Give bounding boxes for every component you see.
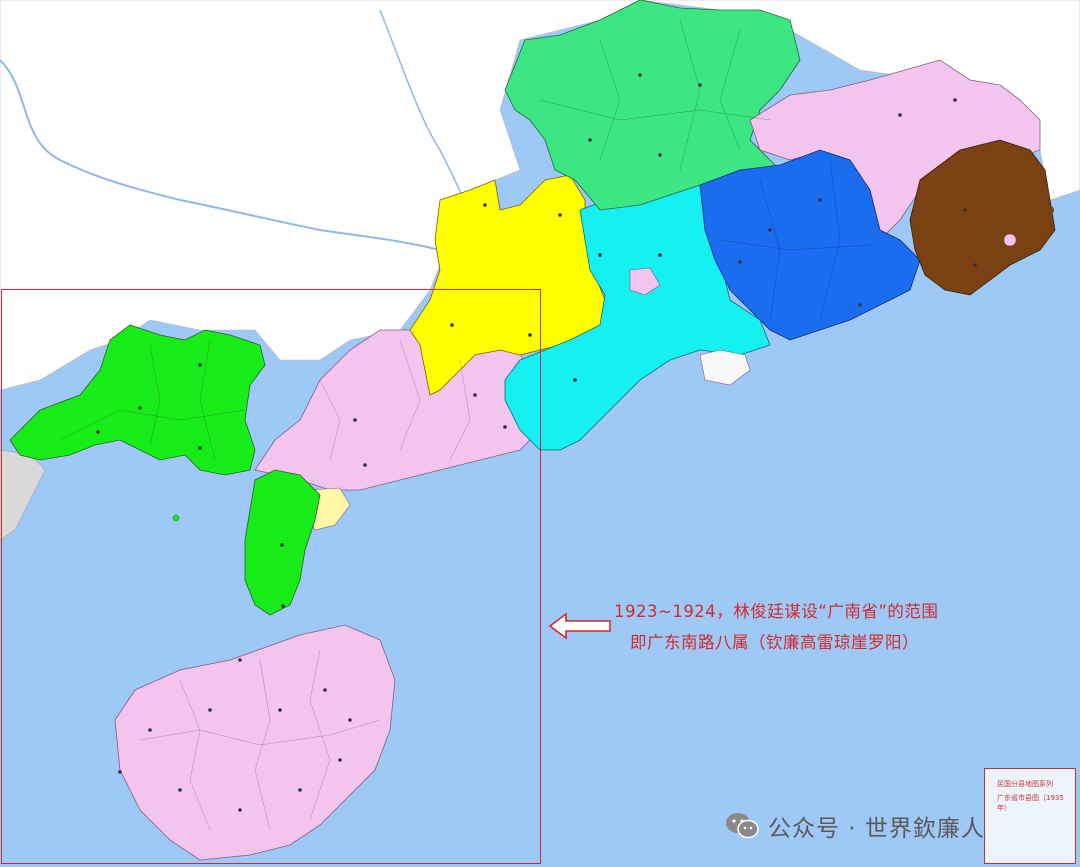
region-yellow [409, 174, 606, 396]
legend-title: 民国分县地图系列 [997, 780, 1053, 788]
legend-subtitle: 广东省市县图（1935 年） [997, 794, 1064, 812]
region-guangzhou-city [629, 267, 661, 296]
annotation-line-1: 1923~1924，林俊廷谋设“广南省”的范围 [614, 602, 939, 621]
wechat-icon [724, 811, 760, 841]
region-qinlian [9, 324, 266, 476]
region-hongkong [699, 349, 751, 386]
watermark: 公众号 · 世界欽廉人 [724, 806, 985, 846]
watermark-text: 公众号 · 世界欽廉人 [768, 816, 985, 842]
county-borders [139, 339, 471, 831]
island [1040, 230, 1050, 240]
region-brown [909, 139, 1056, 296]
island [1046, 206, 1054, 214]
annotation-line-2: 即广东南路八属（钦廉高雷琼崖罗阳） [630, 633, 919, 652]
region-hainan [114, 624, 396, 861]
island [1003, 233, 1017, 247]
region-blue [699, 149, 921, 341]
island [172, 514, 180, 522]
county-markers [96, 73, 977, 812]
region-leizhou-peninsula [244, 469, 321, 616]
map-legend: 民国分县地图系列 广东省市县图（1935 年） [984, 768, 1076, 864]
left-arrow-icon [548, 612, 611, 640]
